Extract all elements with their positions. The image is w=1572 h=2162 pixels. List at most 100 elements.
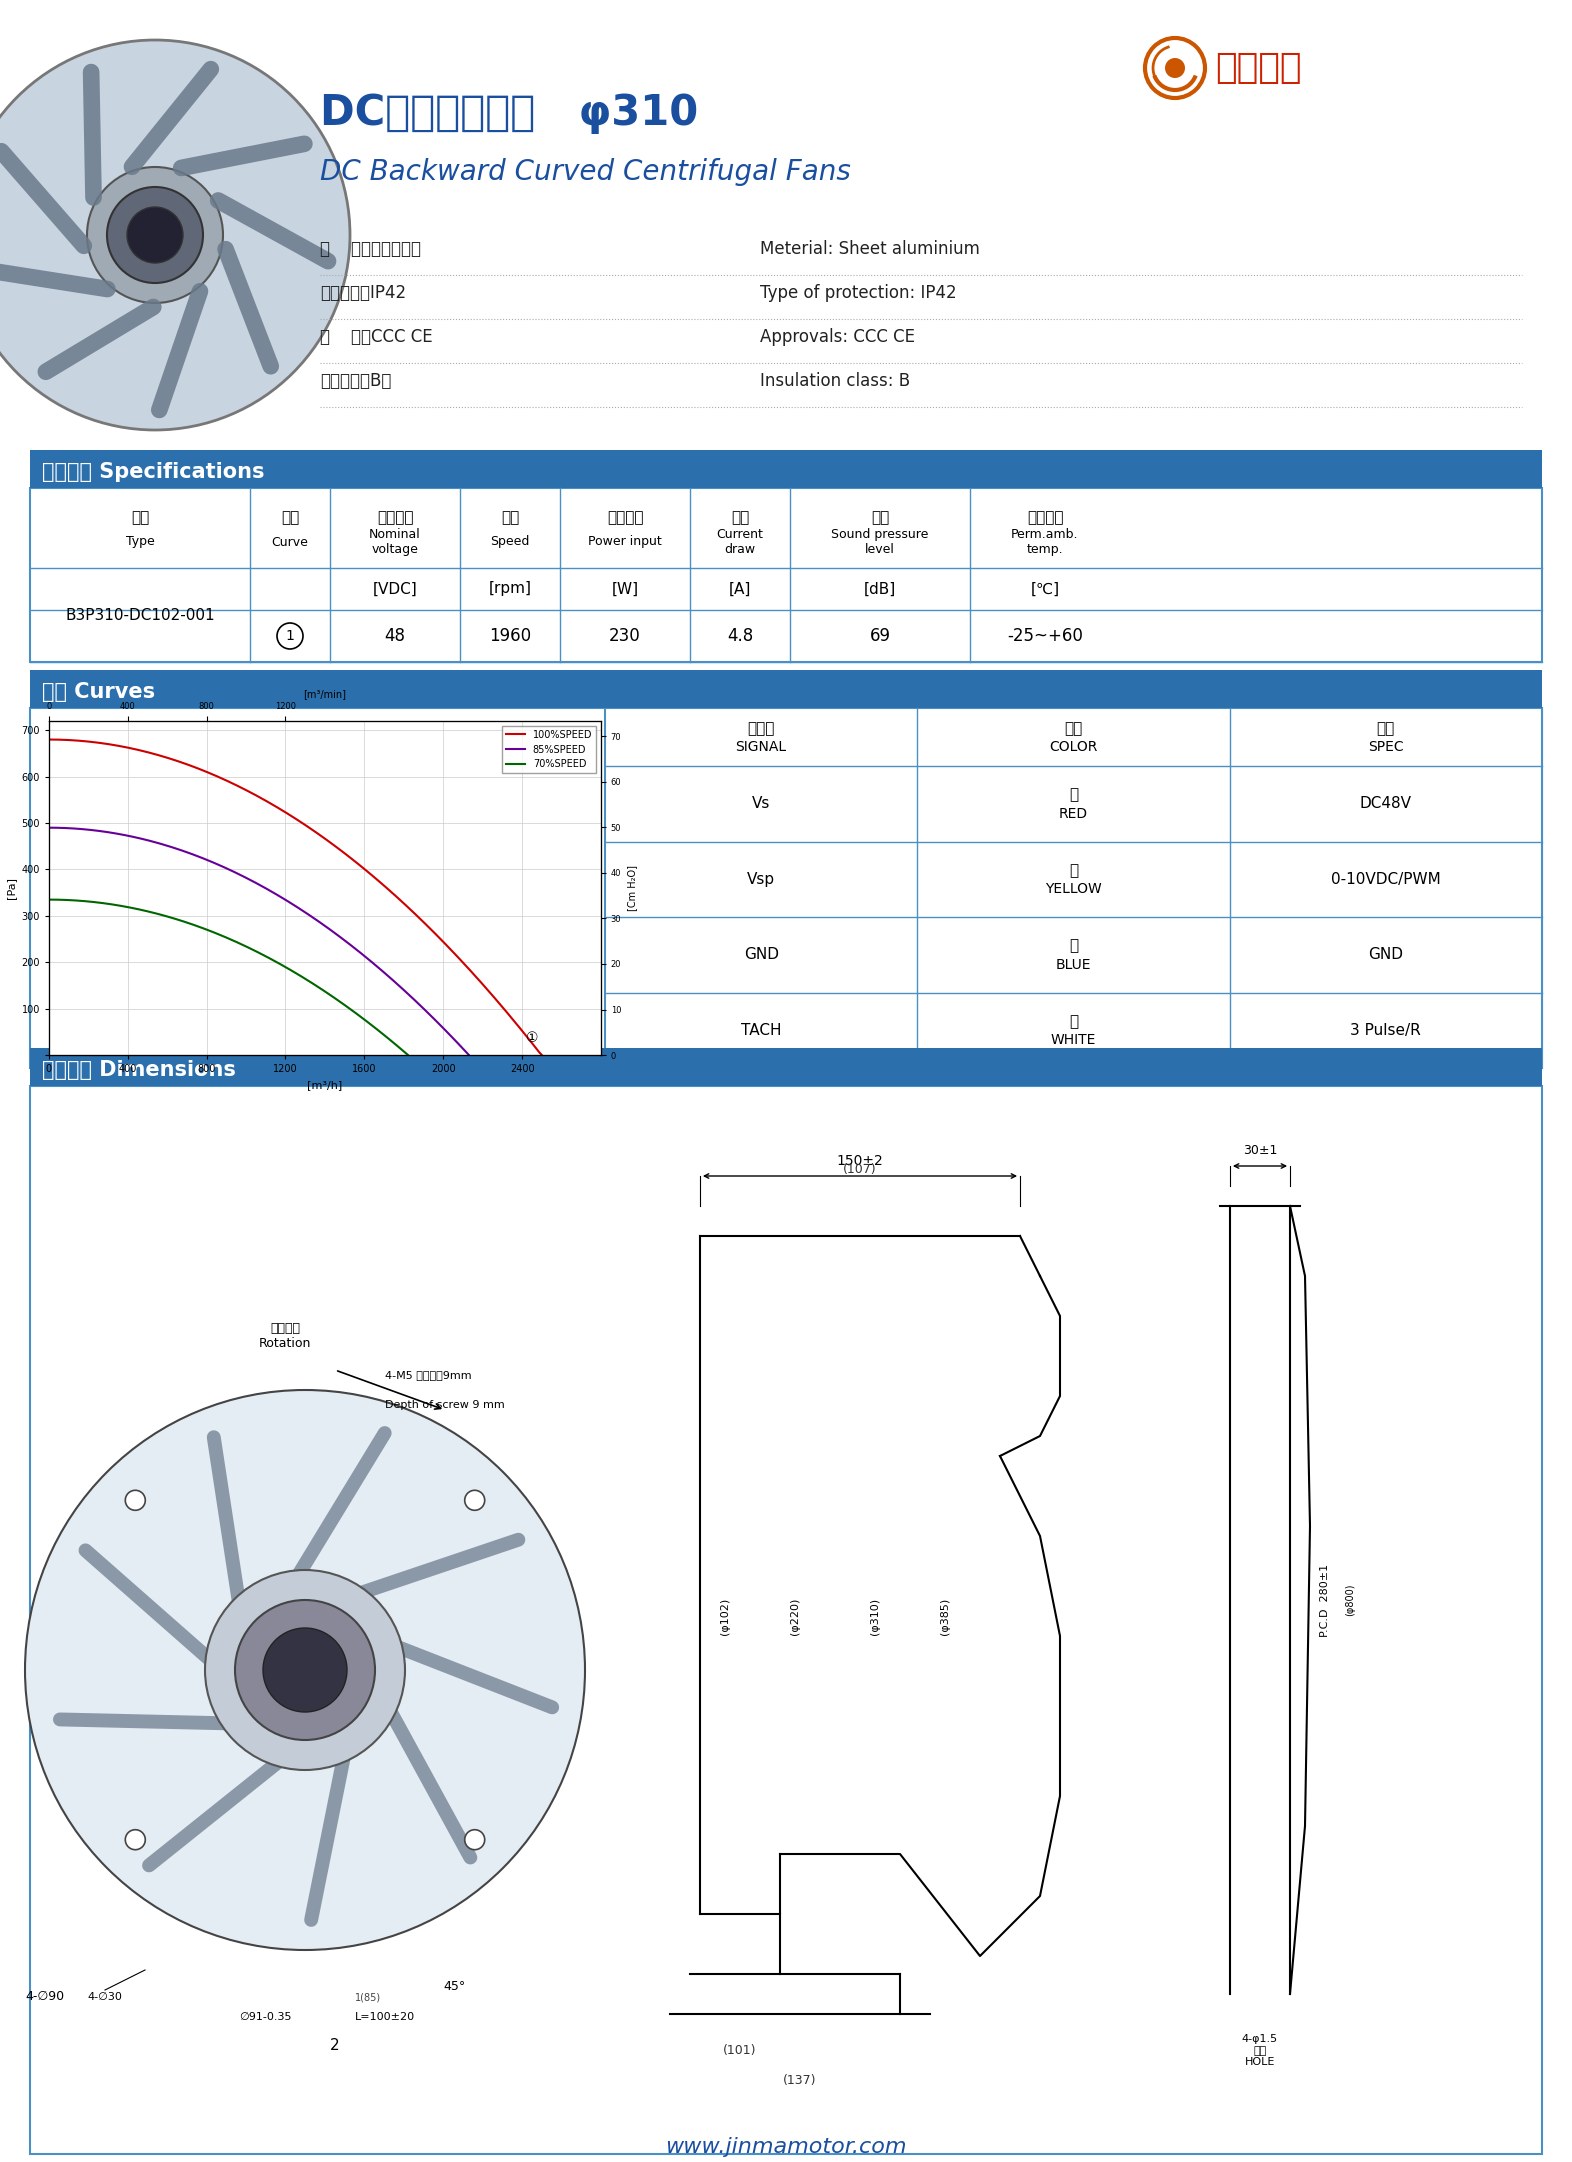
Text: www.jinmamotor.com: www.jinmamotor.com: [665, 2136, 907, 2158]
Text: 45°: 45°: [443, 1980, 467, 1993]
Text: 黄: 黄: [1069, 863, 1078, 878]
Text: RED: RED: [1060, 806, 1088, 822]
Circle shape: [126, 1829, 145, 1851]
Text: Depth of screw 9 mm: Depth of screw 9 mm: [385, 1401, 505, 1410]
Text: L=100±20: L=100±20: [355, 2013, 415, 2021]
Text: 额定电压: 额定电压: [377, 510, 413, 525]
Circle shape: [0, 41, 351, 430]
Text: 4-M5 螺纹孔深9mm: 4-M5 螺纹孔深9mm: [385, 1371, 472, 1379]
Text: Approvals: CCC CE: Approvals: CCC CE: [759, 329, 915, 346]
Text: -25~+60: -25~+60: [1008, 627, 1083, 644]
Text: 颜色: 颜色: [1064, 722, 1083, 737]
Text: Sound pressure
level: Sound pressure level: [832, 528, 929, 556]
Text: 材    质：铝合金板材: 材 质：铝合金板材: [321, 240, 421, 257]
Text: Speed: Speed: [490, 536, 530, 549]
Text: [A]: [A]: [729, 582, 751, 597]
Text: 2: 2: [330, 2039, 340, 2054]
Text: 规格: 规格: [1377, 722, 1394, 737]
Text: 曲线: 曲线: [281, 510, 299, 525]
Text: GND: GND: [1368, 947, 1404, 962]
Text: [dB]: [dB]: [865, 582, 896, 597]
Text: 红: 红: [1069, 787, 1078, 802]
Text: Type: Type: [126, 536, 154, 549]
Bar: [30, 450, 1542, 489]
Text: COLOR: COLOR: [1050, 739, 1097, 755]
Bar: [605, 707, 1542, 1068]
Circle shape: [107, 186, 203, 283]
Text: 150±2: 150±2: [836, 1155, 883, 1167]
Text: SPEC: SPEC: [1368, 739, 1404, 755]
Text: Insulation class: B: Insulation class: B: [759, 372, 910, 389]
Text: (φ220): (φ220): [791, 1598, 800, 1634]
Circle shape: [204, 1570, 406, 1771]
Text: [℃]: [℃]: [1030, 582, 1060, 597]
Text: 0-10VDC/PWM: 0-10VDC/PWM: [1331, 871, 1440, 886]
Bar: [30, 670, 1542, 707]
Text: 230: 230: [608, 627, 641, 644]
Text: 技术参数 Specifications: 技术参数 Specifications: [42, 463, 264, 482]
Circle shape: [86, 166, 223, 303]
Text: (φ800): (φ800): [1346, 1585, 1355, 1617]
Y-axis label: [Cm H₂O]: [Cm H₂O]: [627, 865, 637, 910]
Text: 型号: 型号: [130, 510, 149, 525]
Y-axis label: [Pa]: [Pa]: [6, 878, 16, 899]
Bar: [30, 1049, 1542, 1085]
Text: 信号名: 信号名: [747, 722, 775, 737]
Text: Meterial: Sheet aluminium: Meterial: Sheet aluminium: [759, 240, 979, 257]
Text: 1960: 1960: [489, 627, 531, 644]
Text: Current
draw: Current draw: [717, 528, 764, 556]
Circle shape: [25, 1390, 585, 1950]
Circle shape: [1165, 58, 1185, 78]
Text: (φ385): (φ385): [940, 1598, 949, 1634]
Text: Curve: Curve: [272, 536, 308, 549]
Text: (107): (107): [843, 1163, 877, 1176]
Text: B3P310-DC102-001: B3P310-DC102-001: [64, 608, 215, 623]
Text: 电流: 电流: [731, 510, 750, 525]
Text: (101): (101): [723, 2043, 756, 2056]
Text: 输入功率: 输入功率: [607, 510, 643, 525]
Text: ①: ①: [527, 1031, 539, 1044]
Text: 防护等级：IP42: 防护等级：IP42: [321, 283, 406, 303]
X-axis label: [m³/h]: [m³/h]: [307, 1079, 343, 1090]
Text: (137): (137): [783, 2073, 817, 2086]
Circle shape: [127, 208, 182, 264]
Circle shape: [465, 1829, 484, 1851]
Text: ∅91-0.35: ∅91-0.35: [239, 2013, 291, 2021]
Text: 69: 69: [869, 627, 890, 644]
Text: 4-∅30: 4-∅30: [88, 1991, 123, 2002]
Text: Power input: Power input: [588, 536, 662, 549]
Text: DC Backward Curved Centrifugal Fans: DC Backward Curved Centrifugal Fans: [321, 158, 850, 186]
Text: Type of protection: IP42: Type of protection: IP42: [759, 283, 957, 303]
Text: [rpm]: [rpm]: [489, 582, 531, 597]
Text: BLUE: BLUE: [1056, 958, 1091, 971]
Text: Nominal
voltage: Nominal voltage: [369, 528, 421, 556]
Text: DC后倾离心风机   φ310: DC后倾离心风机 φ310: [321, 93, 698, 134]
Text: 48: 48: [385, 627, 406, 644]
Text: WHITE: WHITE: [1050, 1033, 1096, 1046]
Text: 噪音: 噪音: [871, 510, 890, 525]
Text: 外形尺寸 Dimensions: 外形尺寸 Dimensions: [42, 1059, 236, 1081]
Text: 4-∅90: 4-∅90: [25, 1989, 64, 2002]
Text: 1: 1: [286, 629, 294, 642]
Text: [VDC]: [VDC]: [373, 582, 418, 597]
Text: Perm.amb.
temp.: Perm.amb. temp.: [1011, 528, 1078, 556]
Text: (φ310): (φ310): [869, 1598, 880, 1634]
Text: TACH: TACH: [740, 1023, 781, 1038]
Text: SIGNAL: SIGNAL: [736, 739, 786, 755]
Bar: [30, 1085, 1542, 2153]
Text: 3 Pulse/R: 3 Pulse/R: [1350, 1023, 1421, 1038]
Text: 4-φ1.5
通孔
HOLE: 4-φ1.5 通孔 HOLE: [1242, 2034, 1278, 2067]
Text: 蓝: 蓝: [1069, 938, 1078, 953]
Text: 绝缘等级：B级: 绝缘等级：B级: [321, 372, 391, 389]
Circle shape: [465, 1490, 484, 1511]
Text: YELLOW: YELLOW: [1045, 882, 1102, 897]
Circle shape: [234, 1600, 376, 1740]
Text: Vsp: Vsp: [747, 871, 775, 886]
X-axis label: [m³/min]: [m³/min]: [303, 690, 346, 698]
Text: (φ102): (φ102): [720, 1598, 729, 1634]
Text: Vs: Vs: [751, 796, 770, 811]
Text: P.C.D  280±1: P.C.D 280±1: [1320, 1563, 1330, 1637]
Legend: 100%SPEED, 85%SPEED, 70%SPEED: 100%SPEED, 85%SPEED, 70%SPEED: [501, 726, 596, 774]
Text: 金久电器: 金久电器: [1215, 52, 1302, 84]
Text: 认    证：CCC CE: 认 证：CCC CE: [321, 329, 432, 346]
